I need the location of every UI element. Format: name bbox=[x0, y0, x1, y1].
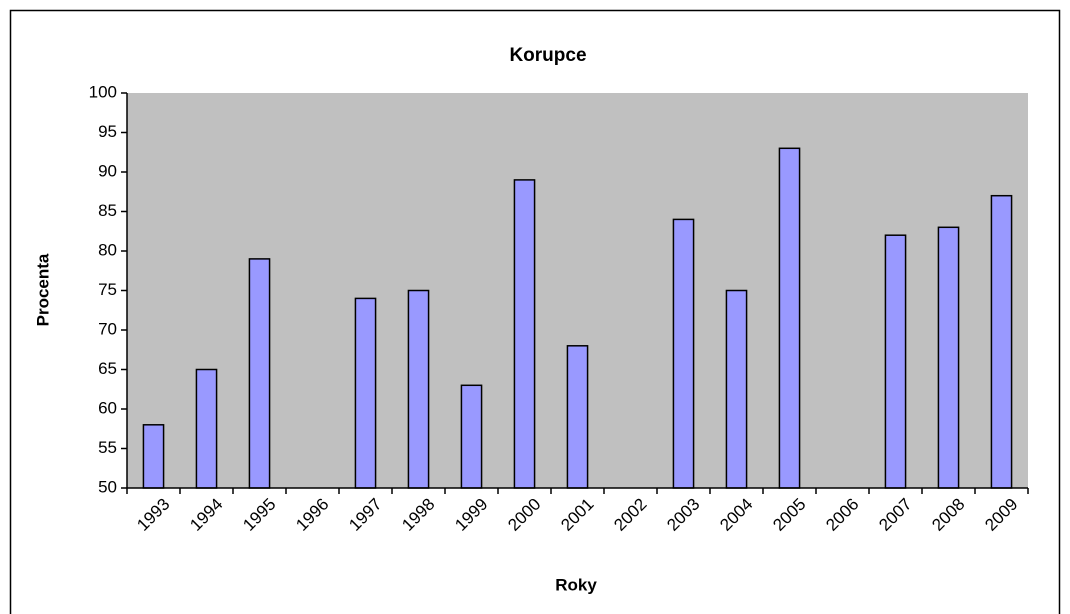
x-axis-label: Roky bbox=[555, 575, 597, 594]
bar bbox=[884, 234, 907, 489]
bar bbox=[672, 218, 695, 489]
y-tick-label: 80 bbox=[98, 240, 117, 259]
bar bbox=[460, 384, 483, 489]
bar bbox=[407, 289, 430, 489]
bar bbox=[778, 147, 801, 489]
bar bbox=[354, 297, 377, 489]
y-tick-label: 100 bbox=[89, 82, 117, 101]
y-axis-label: Procenta bbox=[33, 253, 52, 326]
y-tick-label: 55 bbox=[98, 438, 117, 457]
bar bbox=[566, 345, 589, 489]
bar bbox=[248, 258, 271, 489]
y-tick-label: 50 bbox=[98, 477, 117, 496]
bar bbox=[937, 226, 960, 489]
bar bbox=[195, 368, 218, 489]
y-tick-label: 95 bbox=[98, 122, 117, 141]
y-tick-label: 65 bbox=[98, 359, 117, 378]
y-tick-label: 75 bbox=[98, 280, 117, 299]
bar bbox=[725, 289, 748, 489]
y-tick-label: 70 bbox=[98, 319, 117, 338]
bar bbox=[142, 424, 165, 489]
y-tick-label: 90 bbox=[98, 161, 117, 180]
y-tick-label: 60 bbox=[98, 398, 117, 417]
bar bbox=[513, 179, 536, 489]
chart-title: Korupce bbox=[509, 45, 586, 66]
y-tick-label: 85 bbox=[98, 201, 117, 220]
bar bbox=[990, 194, 1013, 489]
